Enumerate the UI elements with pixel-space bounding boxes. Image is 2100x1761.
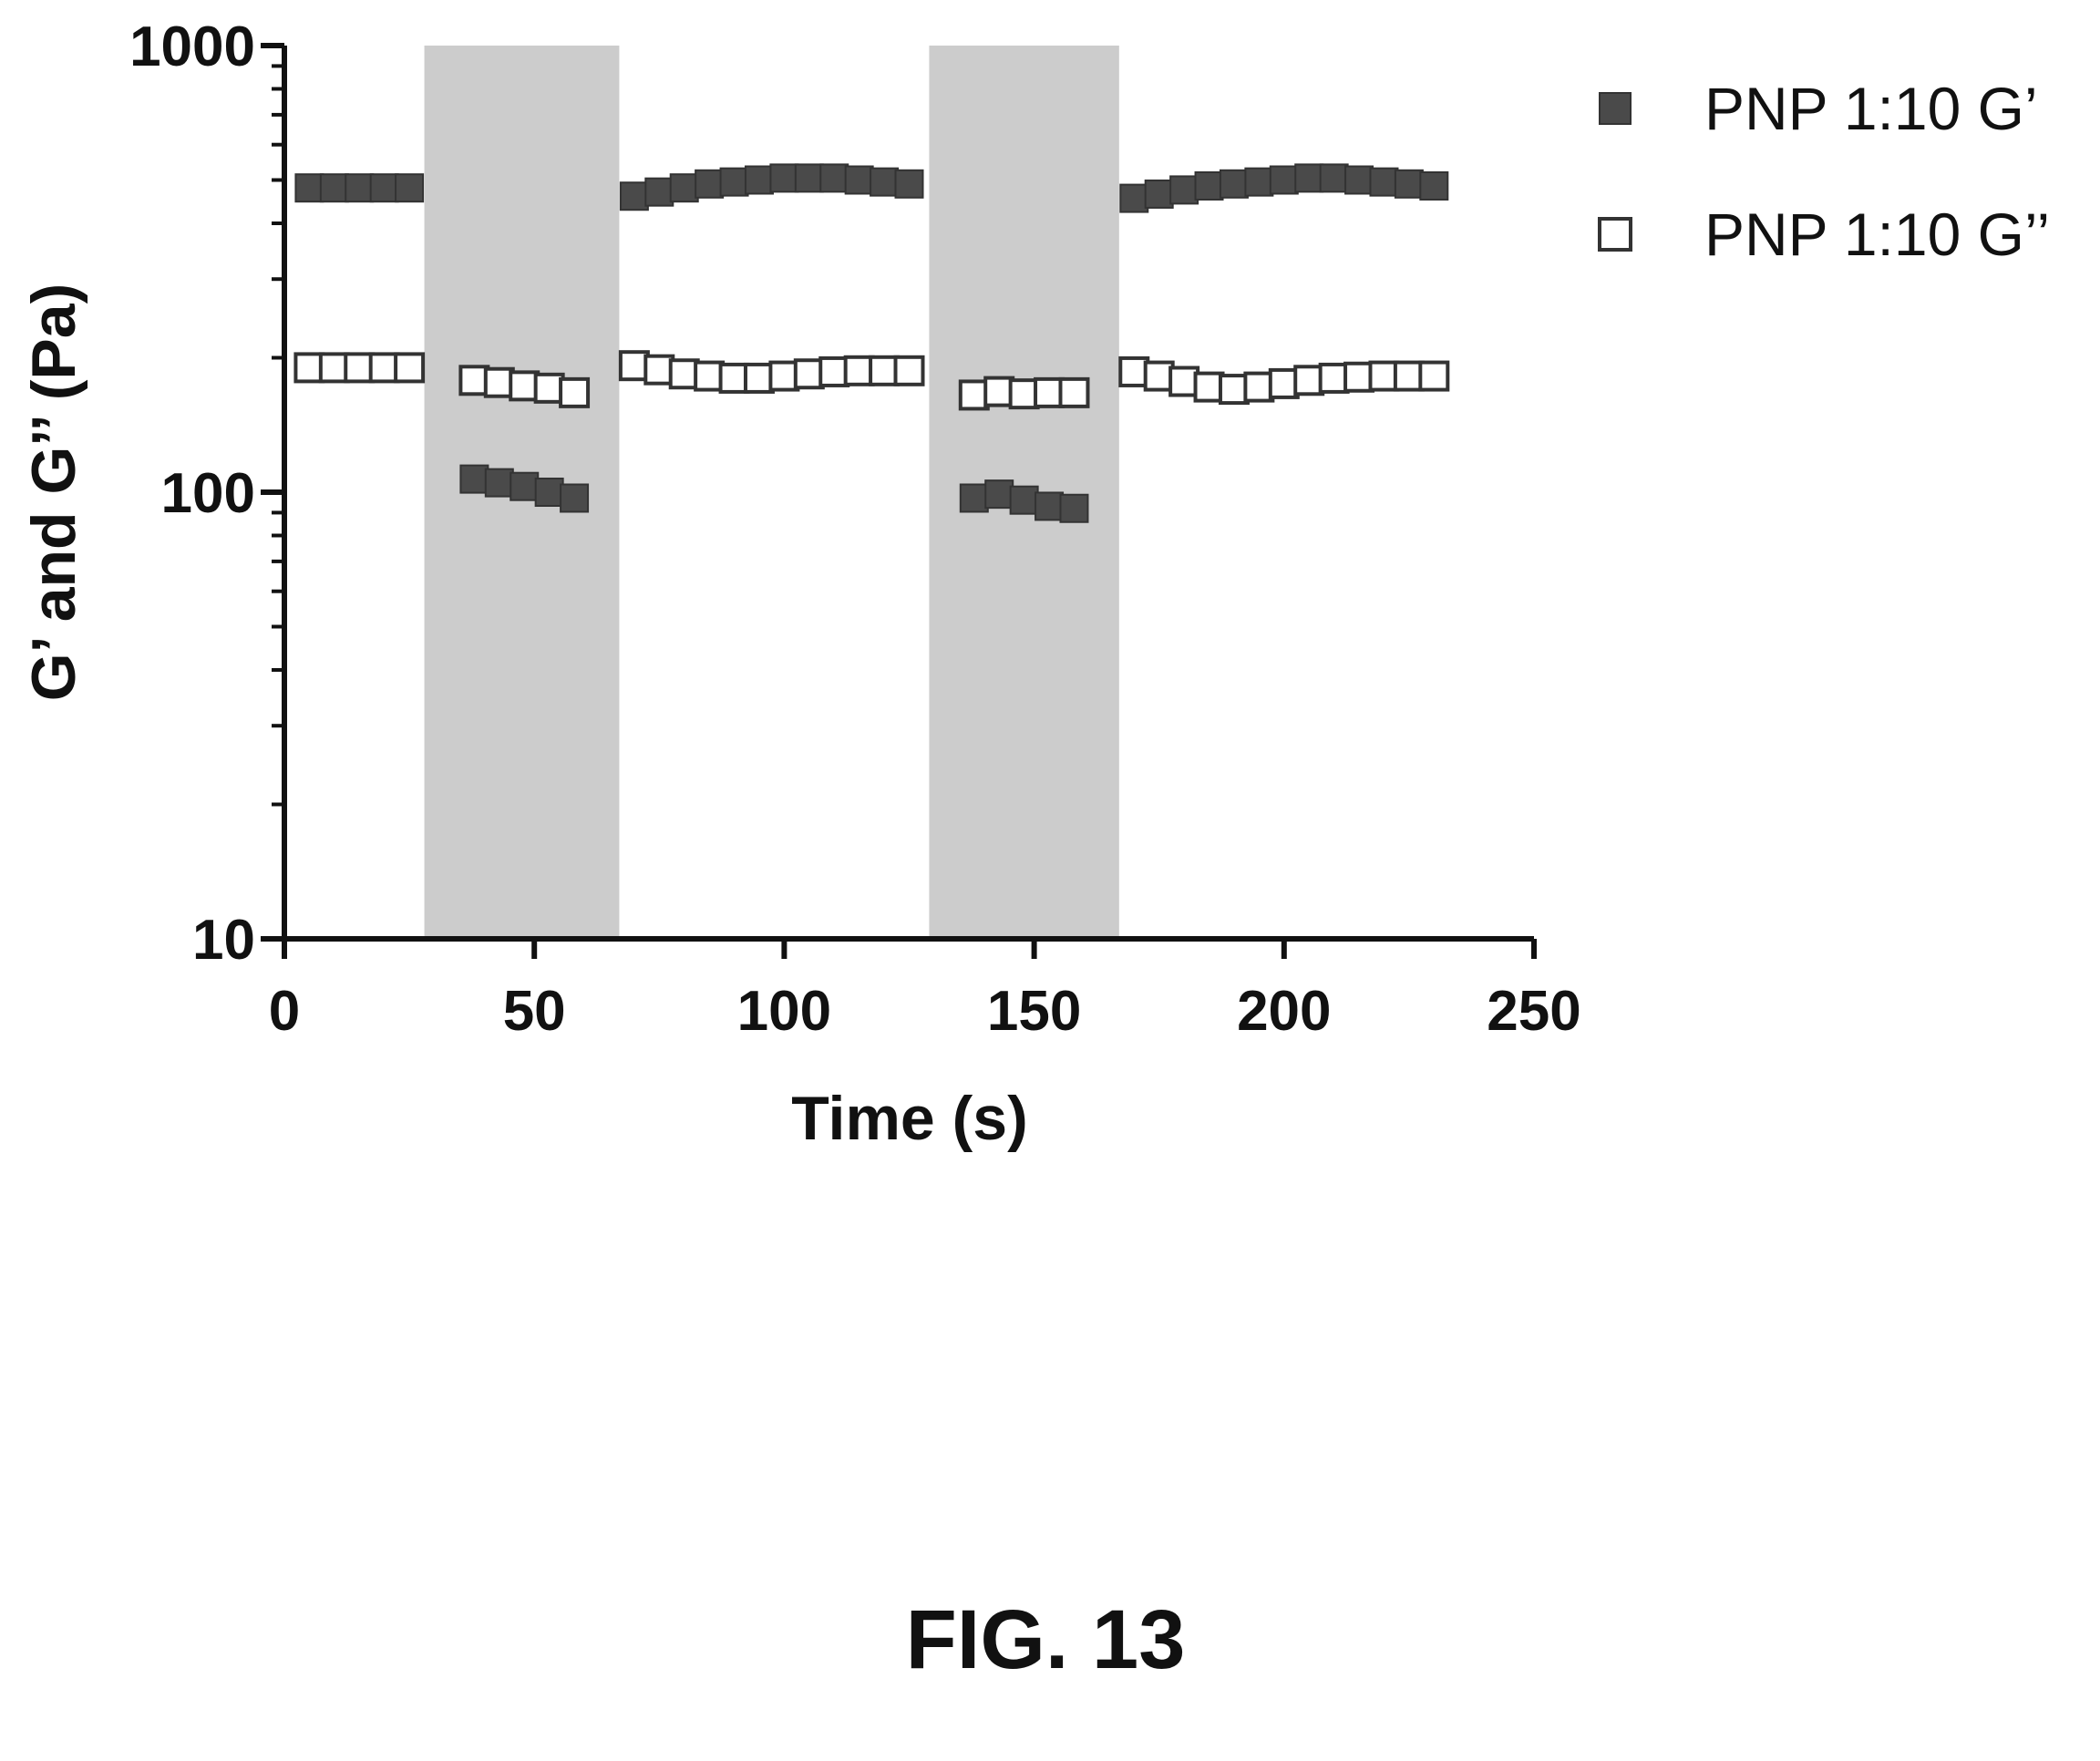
g-prime-point [1419,170,1449,201]
g-prime-point [794,163,824,193]
legend-label-g-double-prime: PNP 1:10 G’’ [1704,201,2050,268]
g-prime-point [959,483,989,513]
legend-marker-g-double-prime [1598,217,1632,252]
y-axis-title: G’ and G’’ (Pa) [19,283,88,701]
g-double-prime-point [1143,360,1175,392]
x-tick-label: 0 [269,980,300,1043]
g-prime-point [1269,165,1299,195]
x-axis-title: Time (s) [791,1084,1027,1153]
g-prime-point [294,173,324,203]
g-prime-point [870,167,900,197]
g-prime-point [984,479,1014,510]
g-prime-point [1169,175,1199,205]
g-double-prime-point [394,352,426,384]
legend: PNP 1:10 G’ PNP 1:10 G’’ [1598,75,2050,268]
series-g-prime [294,163,1449,523]
legend-marker-g-prime [1599,92,1632,125]
g-prime-point [1219,169,1249,199]
g-double-prime-point [893,355,925,386]
g-double-prime-point [983,376,1015,407]
g-prime-point [619,181,649,211]
g-prime-point [1035,491,1065,521]
g-double-prime-point [1368,360,1400,392]
g-prime-point [395,173,425,203]
x-tick-label: 50 [503,980,566,1043]
g-double-prime-point [818,355,850,387]
x-tick-label: 150 [987,980,1081,1043]
g-prime-point [844,165,874,195]
g-double-prime-point [1168,366,1200,397]
g-prime-point [1119,183,1149,213]
g-prime-point [459,464,489,494]
g-prime-point [1294,163,1324,193]
g-prime-point [484,468,514,498]
g-double-prime-point [318,352,350,384]
g-prime-point [719,167,749,197]
g-prime-point [669,173,699,203]
g-prime-point [1369,167,1399,197]
g-double-prime-point [344,352,376,384]
g-double-prime-point [1243,371,1275,403]
axes: 0 50 100 150 200 250 10 100 1000 [129,15,1581,1043]
g-prime-point [560,483,590,513]
g-double-prime-point [1218,374,1250,406]
g-prime-point [1244,167,1274,197]
g-prime-point [534,478,564,507]
figure-caption: FIG. 13 [906,1593,1186,1686]
g-double-prime-point [618,350,650,382]
g-prime-point [369,173,399,203]
g-prime-point [510,471,540,501]
g-double-prime-point [843,355,875,386]
g-prime-point [1059,493,1089,523]
g-prime-point [644,177,674,207]
g-double-prime-point [958,379,990,411]
g-prime-point [819,163,849,193]
g-double-prime-point [1008,378,1040,410]
g-prime-point [1394,169,1424,199]
g-prime-point [319,173,349,203]
g-prime-point [894,169,924,199]
y-tick-label: 100 [161,462,255,525]
x-tick-label: 100 [737,980,831,1043]
g-double-prime-point [293,352,325,384]
g-double-prime-point [483,366,515,398]
g-double-prime-point [1034,376,1065,408]
g-prime-point [744,165,774,195]
g-prime-point [345,173,375,203]
g-prime-point [1344,165,1374,195]
g-prime-point [695,169,725,199]
g-double-prime-point [1058,376,1090,408]
g-double-prime-point [559,376,591,408]
g-prime-point [1144,179,1174,209]
legend-label-g-prime: PNP 1:10 G’ [1704,75,2038,142]
g-double-prime-point [1418,360,1450,392]
g-double-prime-point [458,365,490,396]
y-tick-label: 1000 [129,15,255,78]
series-g-double-prime [293,350,1450,411]
g-prime-point [1319,163,1349,193]
x-tick-label: 200 [1237,980,1331,1043]
g-prime-point [1194,170,1224,201]
y-tick-label: 10 [192,909,255,972]
g-prime-point [769,163,799,193]
g-prime-point [1009,485,1039,515]
g-double-prime-point [533,372,565,404]
x-tick-label: 250 [1487,980,1580,1043]
